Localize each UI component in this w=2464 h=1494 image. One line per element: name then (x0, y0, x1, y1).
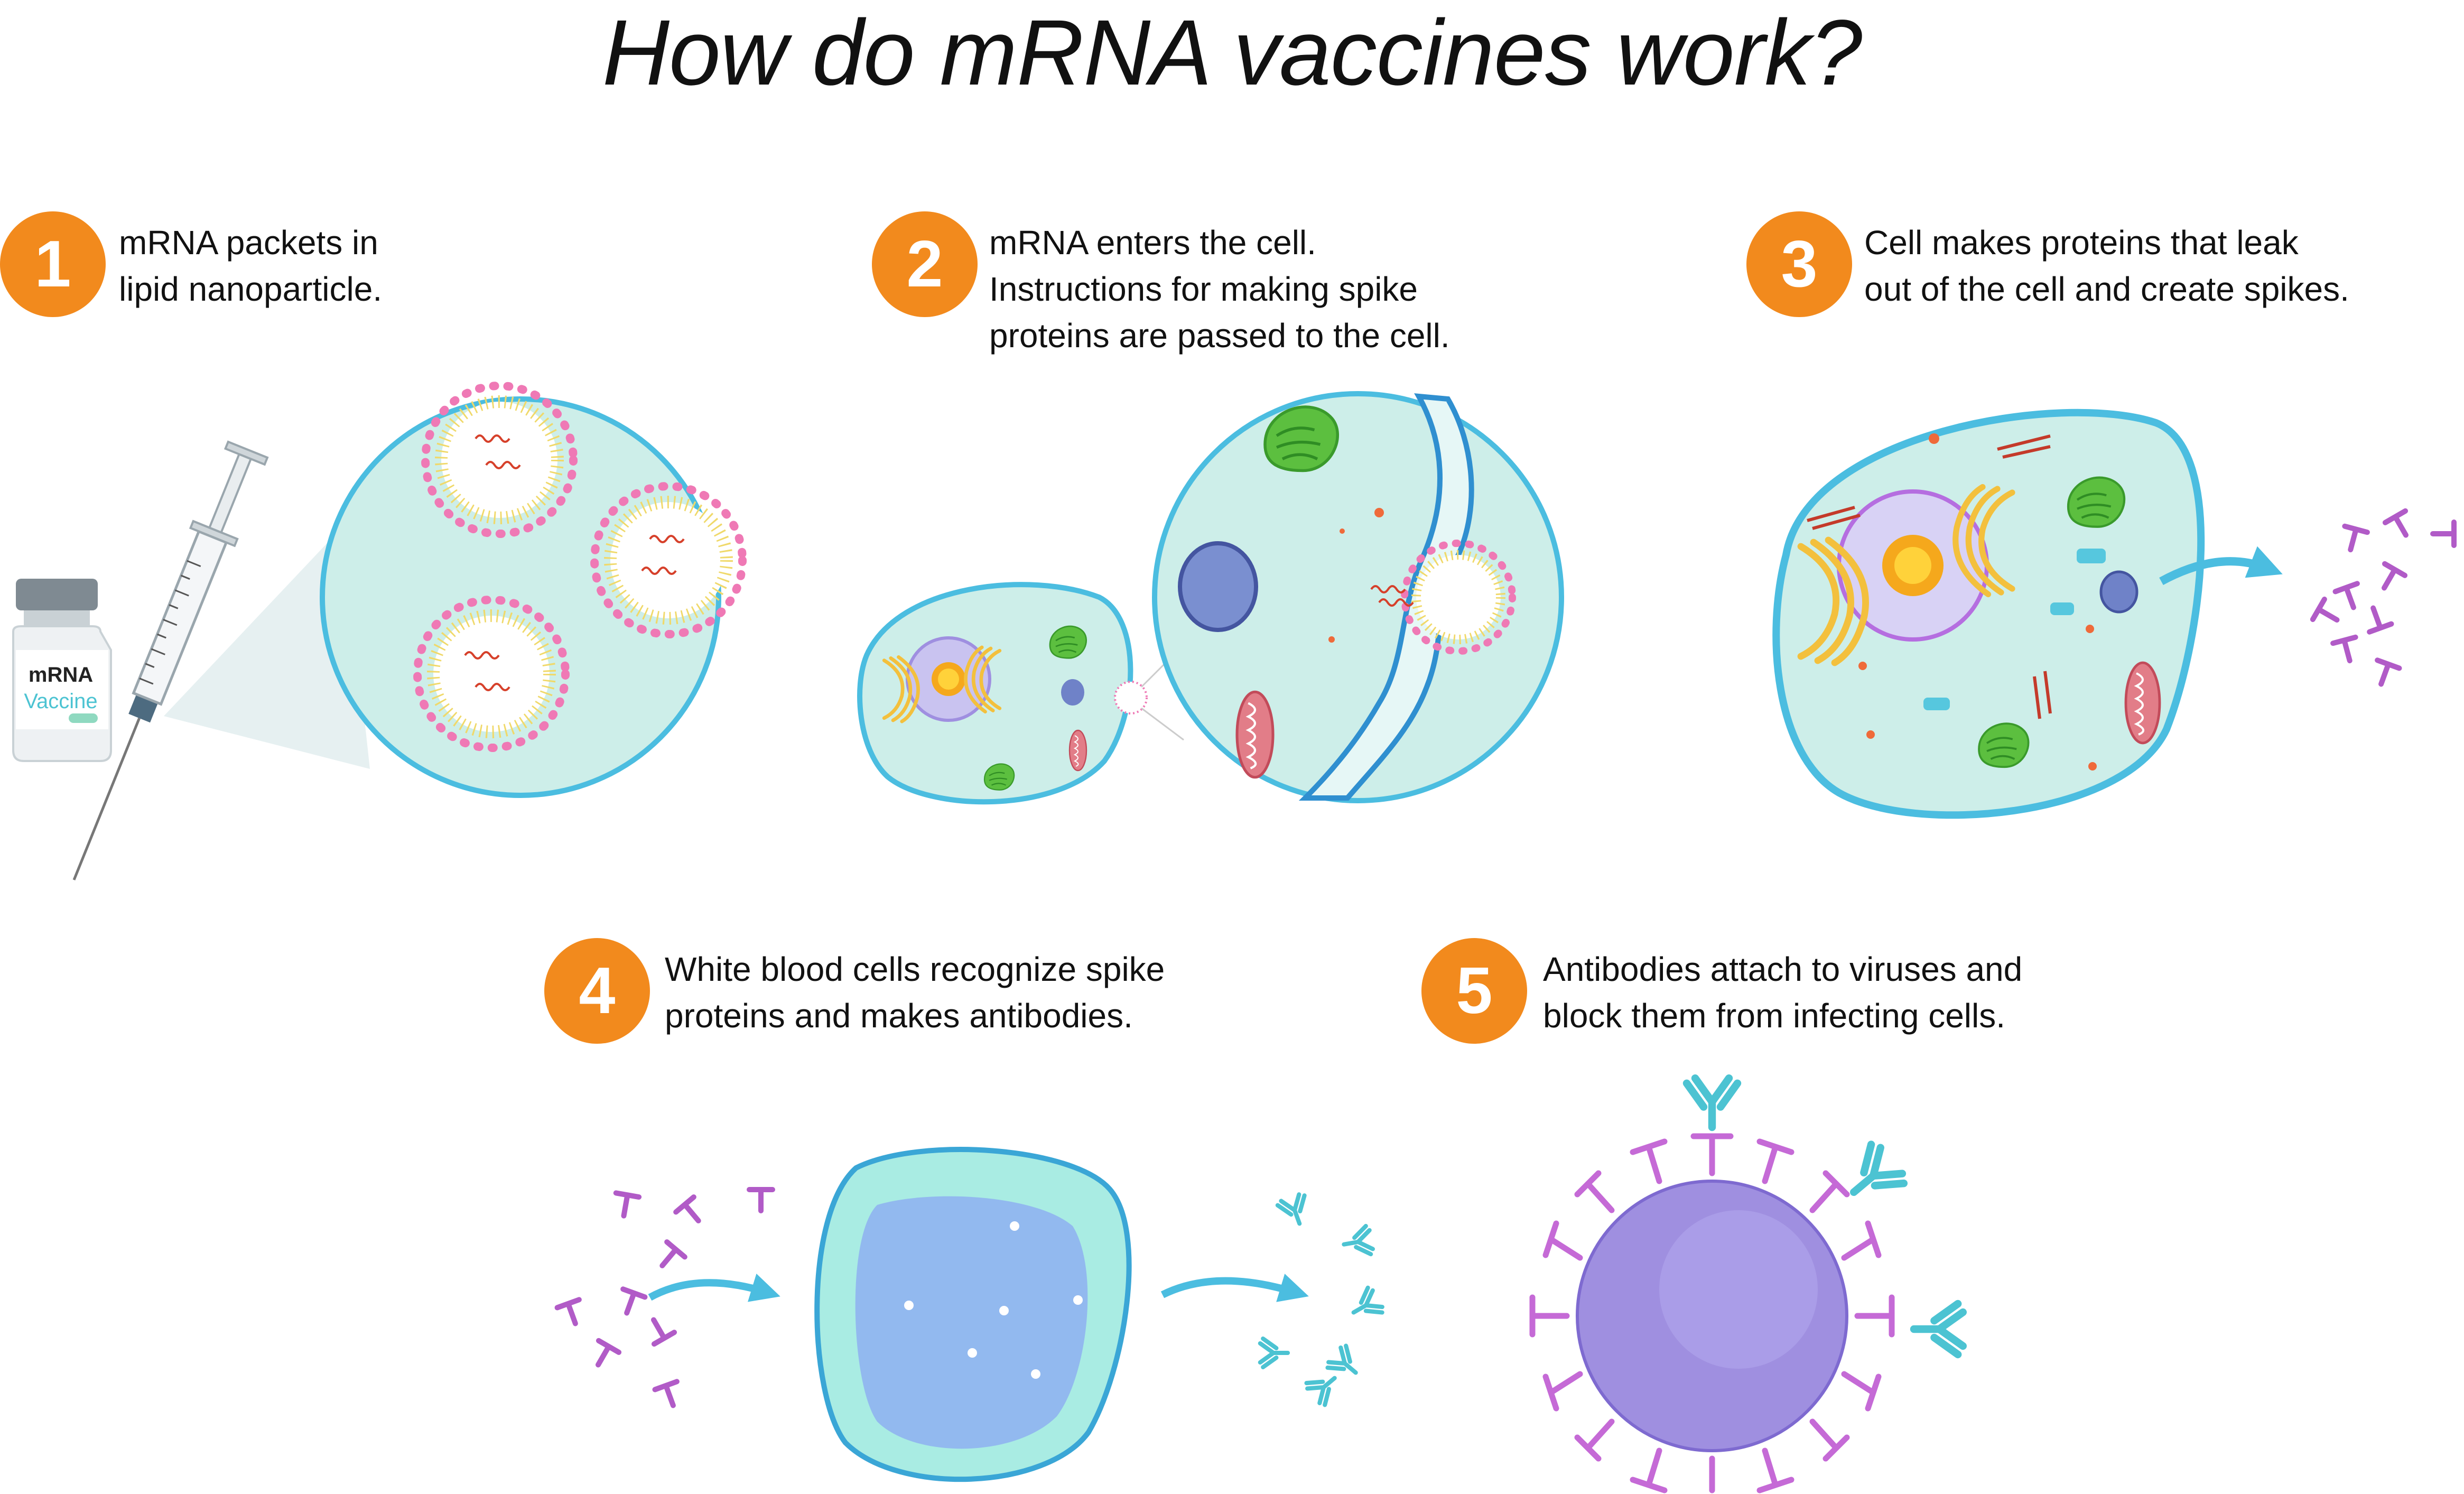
step-2-line-3: proteins are passed to the cell. (989, 317, 1450, 355)
lipid-nanoparticle (590, 482, 747, 638)
lipid-nanoparticle-zoom (320, 382, 747, 798)
spike-protein-icon (557, 1300, 587, 1328)
step-1-line-2: lipid nanoparticle. (119, 270, 383, 308)
step-2-line-1: mRNA enters the cell. (989, 224, 1316, 262)
step-3-line-2: out of the cell and create spikes. (1864, 270, 2349, 308)
arrow-icon (1160, 1274, 1309, 1302)
antibody-icon (1304, 1367, 1344, 1407)
spike-protein-icon (2362, 604, 2391, 632)
spike-protein-icon (2433, 522, 2454, 545)
arrow-icon (2159, 546, 2283, 586)
step-3-badge: 3 (1746, 211, 1852, 317)
small-cell (857, 582, 1148, 805)
step-3-line-1: Cell makes proteins that leak (1864, 224, 2299, 262)
spike-protein-icon (749, 1190, 773, 1211)
vaccine-vial-icon: mRNA Vaccine (12, 579, 112, 762)
spike-protein-icon (644, 1314, 674, 1344)
antibody-icon (1260, 1339, 1288, 1367)
antibody-icon (1346, 1286, 1384, 1325)
spike-protein-icon (2339, 526, 2367, 553)
step-4-line-2: proteins and makes antibodies. (665, 997, 1133, 1035)
step-1-caption: mRNA packets in lipid nanoparticle. (119, 219, 382, 312)
step-5-line-1: Antibodies attach to viruses and (1543, 950, 2023, 988)
step-1-badge: 1 (0, 211, 106, 317)
spike-proteins-cluster (557, 1190, 773, 1409)
antibody-icon (1687, 1078, 1737, 1127)
vial-label-line-2: Vaccine (24, 690, 97, 713)
spike-protein-icon (612, 1193, 639, 1218)
virus-icon (1529, 1133, 1895, 1493)
step-5-badge: 5 (1421, 938, 1527, 1044)
spike-protein-icon (2385, 511, 2416, 541)
step-2-caption: mRNA enters the cell. Instructions for m… (989, 219, 1450, 359)
antibodies-cluster (1260, 1193, 1385, 1407)
spike-protein-icon (653, 1242, 684, 1273)
step-5-caption: Antibodies attach to viruses and block t… (1543, 946, 2022, 1039)
spike-protein-icon (2370, 660, 2399, 688)
white-blood-cell (814, 1147, 1132, 1482)
protein-making-cell (1772, 409, 2205, 819)
step-4-line-1: White blood cells recognize spike (665, 950, 1165, 988)
spike-proteins-cluster (2313, 511, 2454, 688)
step-2-line-2: Instructions for making spike (989, 270, 1418, 308)
spike-protein-icon (2374, 564, 2405, 594)
vial-label-line-1: mRNA (29, 663, 93, 686)
step-4-badge: 4 (544, 938, 650, 1044)
spike-protein-icon (2336, 583, 2365, 611)
antibody-icon (1837, 1141, 1908, 1211)
step-3-caption: Cell makes proteins that leak out of the… (1864, 219, 2349, 312)
antibody-icon (1325, 1344, 1365, 1384)
spike-protein-icon (2333, 637, 2361, 664)
step-2-badge: 2 (872, 211, 978, 317)
step-1-line-1: mRNA packets in (119, 224, 378, 262)
lipid-nanoparticle (413, 596, 570, 752)
page-title: How do mRNA vaccines work? (602, 1, 1862, 105)
spike-protein-icon (676, 1197, 707, 1228)
arrow-icon (648, 1274, 780, 1302)
step-4-caption: White blood cells recognize spike protei… (665, 946, 1165, 1039)
lipid-nanoparticle (421, 382, 578, 538)
cell-membrane-zoom (1152, 391, 1564, 803)
antibody-icon (1914, 1304, 1963, 1354)
syringe-icon (72, 440, 269, 880)
spike-protein-icon (2313, 599, 2343, 630)
antibody-icon (1342, 1226, 1374, 1258)
spike-protein-icon (588, 1341, 619, 1371)
spike-protein-icon (616, 1289, 645, 1317)
spike-protein-icon (655, 1381, 684, 1409)
step-5-line-2: block them from infecting cells. (1543, 997, 2005, 1035)
antibody-icon (1277, 1193, 1313, 1229)
